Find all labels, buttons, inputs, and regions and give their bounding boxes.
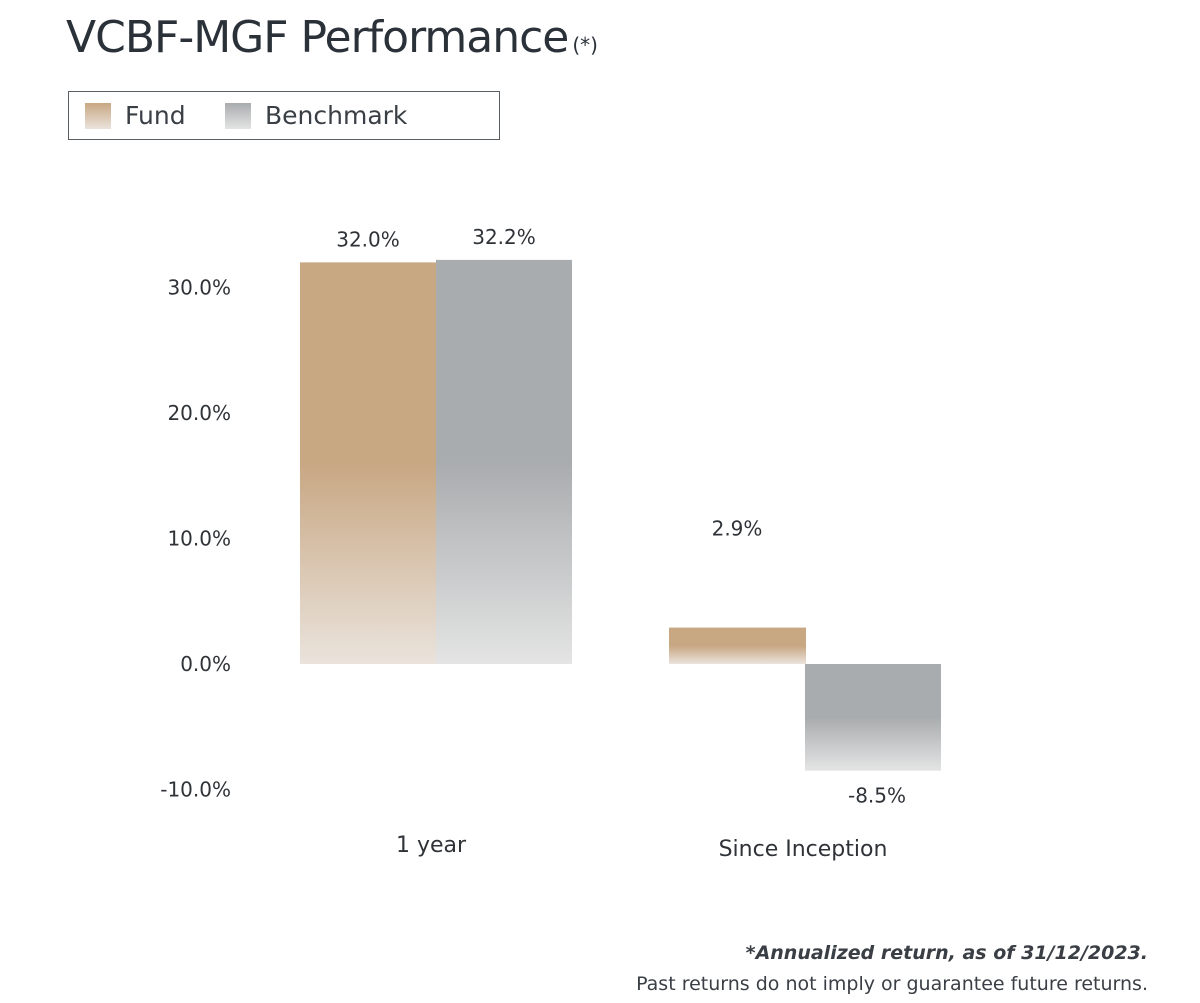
y-tick-label-0: 30.0% [167, 276, 231, 300]
legend-swatch-fund [85, 103, 111, 129]
bars [300, 259, 941, 771]
y-tick-label-1: 20.0% [167, 401, 231, 425]
bar-benchmark-1 [805, 664, 941, 771]
disclaimer: Past returns do not imply or guarantee f… [636, 973, 1148, 995]
y-tick-label-2: 10.0% [167, 527, 231, 551]
y-axis: 30.0% 20.0% 10.0% 0.0% -10.0% [160, 276, 231, 802]
x-axis: 1 year Since Inception [396, 833, 887, 862]
chart-legend: Fund Benchmark [68, 91, 500, 140]
legend-label-fund: Fund [125, 101, 186, 130]
bar-fund-0 [300, 262, 437, 664]
chart-title: VCBF-MGF Performance (*) [66, 12, 598, 63]
value-label-benchmark-0: 32.2% [472, 225, 536, 249]
legend-swatch-benchmark [225, 103, 251, 129]
y-tick-label-4: -10.0% [160, 778, 231, 802]
value-labels: 32.0% 2.9% 32.2% -8.5% [336, 225, 906, 808]
y-tick-label-3: 0.0% [180, 652, 231, 676]
footnote: *Annualized return, as of 31/12/2023. [745, 942, 1148, 964]
category-label-0: 1 year [396, 833, 467, 858]
chart-title-text: VCBF-MGF Performance [66, 12, 569, 63]
value-label-benchmark-1: -8.5% [848, 784, 906, 808]
bar-benchmark-0 [436, 259, 572, 664]
category-label-1: Since Inception [719, 837, 888, 862]
chart-title-note: (*) [572, 33, 598, 57]
legend-label-benchmark: Benchmark [265, 101, 408, 130]
value-label-fund-1: 2.9% [712, 517, 763, 541]
value-label-fund-0: 32.0% [336, 227, 400, 251]
bar-fund-1 [669, 627, 806, 664]
